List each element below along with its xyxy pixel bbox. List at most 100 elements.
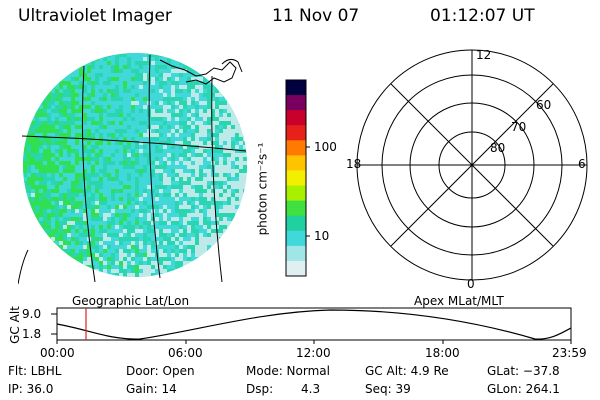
emission-pixel	[27, 197, 31, 201]
emission-pixel	[235, 273, 239, 277]
emission-pixel	[211, 197, 215, 201]
emission-pixel	[75, 61, 79, 65]
emission-pixel	[187, 89, 191, 93]
emission-pixel	[131, 121, 135, 125]
emission-pixel	[127, 101, 131, 105]
emission-pixel	[143, 261, 147, 265]
emission-pixel	[67, 101, 71, 105]
emission-pixel	[159, 169, 163, 173]
emission-pixel	[155, 237, 159, 241]
emission-pixel	[131, 93, 135, 97]
emission-pixel	[179, 153, 183, 157]
emission-pixel	[55, 153, 59, 157]
emission-pixel	[127, 169, 131, 173]
emission-pixel	[83, 125, 87, 129]
emission-pixel	[143, 189, 147, 193]
emission-pixel	[215, 221, 219, 225]
emission-pixel	[47, 185, 51, 189]
emission-pixel	[103, 181, 107, 185]
emission-pixel	[99, 77, 103, 81]
emission-pixel	[31, 253, 35, 257]
emission-pixel	[67, 113, 71, 117]
emission-pixel	[35, 133, 39, 137]
emission-pixel	[139, 201, 143, 205]
emission-pixel	[151, 161, 155, 165]
emission-pixel	[47, 113, 51, 117]
emission-pixel	[195, 261, 199, 265]
colorbar-unit-label: photon cm⁻²s⁻¹	[255, 142, 270, 236]
emission-pixel	[171, 117, 175, 121]
emission-pixel	[179, 133, 183, 137]
emission-pixel	[23, 125, 27, 129]
emission-pixel	[107, 185, 111, 189]
emission-pixel	[207, 133, 211, 137]
emission-pixel	[35, 265, 39, 269]
emission-pixel	[191, 181, 195, 185]
emission-pixel	[35, 225, 39, 229]
emission-pixel	[171, 73, 175, 77]
emission-pixel	[227, 173, 231, 177]
emission-pixel	[115, 265, 119, 269]
emission-pixel	[43, 269, 47, 273]
emission-pixel	[203, 241, 207, 245]
emission-pixel	[23, 141, 27, 145]
emission-pixel	[147, 209, 151, 213]
emission-pixel	[127, 205, 131, 209]
emission-pixel	[167, 77, 171, 81]
emission-pixel	[95, 229, 99, 233]
emission-pixel	[171, 221, 175, 225]
emission-pixel	[103, 113, 107, 117]
emission-pixel	[123, 257, 127, 261]
emission-pixel	[51, 169, 55, 173]
emission-pixel	[35, 149, 39, 153]
emission-pixel	[67, 241, 71, 245]
emission-pixel	[199, 105, 203, 109]
emission-pixel	[95, 129, 99, 133]
emission-pixel	[239, 209, 243, 213]
emission-pixel	[203, 161, 207, 165]
emission-pixel	[35, 137, 39, 141]
emission-pixel	[99, 181, 103, 185]
emission-pixel	[179, 249, 183, 253]
emission-pixel	[243, 193, 247, 197]
emission-pixel	[191, 237, 195, 241]
emission-pixel	[191, 197, 195, 201]
emission-pixel	[235, 125, 239, 129]
emission-pixel	[191, 161, 195, 165]
emission-pixel	[227, 93, 231, 97]
emission-pixel	[207, 125, 211, 129]
emission-pixel	[35, 93, 39, 97]
emission-pixel	[227, 261, 231, 265]
emission-pixel	[75, 157, 79, 161]
emission-pixel	[239, 57, 243, 61]
emission-pixel	[195, 193, 199, 197]
emission-pixel	[179, 105, 183, 109]
emission-pixel	[79, 249, 83, 253]
emission-pixel	[139, 121, 143, 125]
emission-pixel	[71, 117, 75, 121]
emission-pixel	[183, 153, 187, 157]
emission-pixel	[183, 133, 187, 137]
emission-pixel	[235, 81, 239, 85]
emission-pixel	[171, 69, 175, 73]
emission-pixel	[155, 201, 159, 205]
emission-pixel	[35, 61, 39, 65]
emission-pixel	[107, 189, 111, 193]
emission-pixel	[151, 153, 155, 157]
emission-pixel	[63, 77, 67, 81]
emission-pixel	[39, 221, 43, 225]
emission-pixel	[103, 77, 107, 81]
emission-pixel	[27, 245, 31, 249]
emission-pixel	[199, 121, 203, 125]
emission-pixel	[99, 73, 103, 77]
emission-pixel	[123, 81, 127, 85]
emission-pixel	[131, 213, 135, 217]
emission-pixel	[103, 253, 107, 257]
emission-pixel	[135, 169, 139, 173]
timeline-ylabel: GC Alt	[7, 306, 22, 344]
emission-pixel	[151, 69, 155, 73]
emission-pixel	[67, 245, 71, 249]
emission-pixel	[111, 129, 115, 133]
emission-pixel	[219, 141, 223, 145]
emission-pixel	[135, 249, 139, 253]
